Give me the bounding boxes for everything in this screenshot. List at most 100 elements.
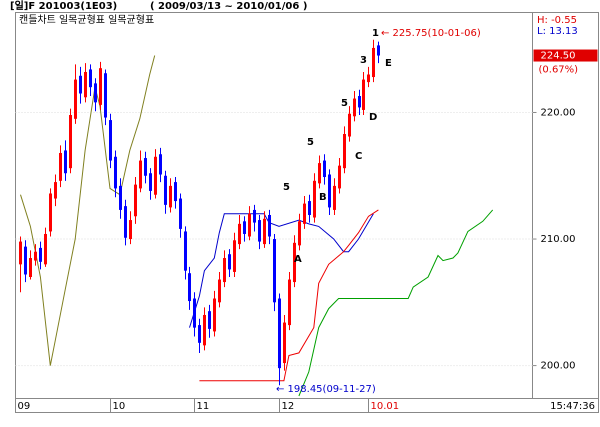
candle-body — [238, 223, 241, 245]
annotation: 1 — [372, 28, 379, 39]
candle-body — [372, 47, 375, 78]
legend-text: 캔들차트 일목균형표 일목균형표 — [19, 14, 154, 26]
candle-body — [243, 221, 246, 234]
candle-body — [333, 185, 336, 210]
current-change: (0.67%) — [539, 65, 579, 76]
candle-body — [49, 193, 52, 232]
candle-body — [213, 298, 216, 332]
time-text: 15:47:36 — [550, 401, 595, 412]
annotation: A — [294, 254, 302, 265]
candle-body — [348, 113, 351, 137]
candle-body — [248, 213, 251, 237]
candle-body — [174, 182, 177, 202]
candle-body — [323, 160, 326, 178]
annotation: 5 — [341, 98, 348, 109]
high-text: H: -0.55 — [537, 15, 577, 26]
candle-body — [179, 198, 182, 229]
candle-body — [303, 203, 306, 224]
candle-body — [343, 133, 346, 169]
annotation: C — [355, 151, 362, 162]
candle-body — [169, 185, 172, 208]
annotation: B — [319, 192, 327, 203]
candle-body — [94, 83, 97, 103]
price-axis-frame — [532, 12, 599, 399]
candle-body — [109, 120, 112, 161]
candle-body — [188, 273, 191, 302]
candle-body — [318, 163, 321, 184]
y-tick-label: 210.00 — [541, 234, 576, 245]
candle-body — [164, 175, 167, 205]
candle-body — [253, 209, 256, 223]
annotation: ← 198.45(09-11-27) — [276, 384, 376, 395]
candle-body — [149, 173, 152, 191]
candle-body — [84, 71, 87, 98]
annotation: ← 225.75(10-01-06) — [381, 28, 481, 39]
current-price-box — [533, 49, 598, 62]
candle-body — [139, 160, 142, 189]
candle-body — [193, 298, 196, 328]
annotation: E — [385, 58, 392, 69]
candle-body — [104, 73, 107, 118]
candle-body — [218, 279, 221, 303]
candle-body — [228, 254, 231, 270]
y-tick-label: 200.00 — [541, 361, 576, 372]
candle-body — [99, 68, 102, 105]
candle-body — [29, 258, 32, 278]
candle-body — [362, 79, 365, 110]
x-tick-label: 10 — [113, 401, 126, 412]
candle-body — [19, 241, 22, 265]
candle-body — [268, 214, 271, 237]
candle-body — [377, 45, 380, 56]
annotation: 3 — [360, 55, 367, 66]
candle-body — [59, 152, 62, 181]
x-tick-label: 10.01 — [371, 401, 400, 412]
candle-body — [203, 314, 206, 346]
candle-body — [293, 242, 296, 283]
candle-body — [223, 258, 226, 283]
candle-body — [367, 74, 370, 83]
current-price-label: 224.50 — [541, 51, 576, 62]
candle-body — [184, 231, 187, 271]
candle-body — [263, 218, 266, 245]
candle-body — [258, 220, 261, 242]
candle-body — [233, 240, 236, 272]
candle-body — [273, 239, 276, 303]
candle-body — [283, 322, 286, 364]
candle-body — [353, 98, 356, 117]
x-tick-label: 12 — [282, 401, 295, 412]
candle-body — [338, 165, 341, 189]
candle-body — [119, 185, 122, 210]
candle-body — [79, 75, 82, 94]
time-axis-frame — [15, 398, 599, 413]
candle-body — [208, 311, 211, 329]
candle-body — [328, 174, 331, 208]
x-tick-label: 09 — [18, 401, 31, 412]
candle-body — [24, 246, 27, 275]
y-tick-label: 220.00 — [541, 107, 576, 118]
annotation: 5 — [307, 137, 314, 148]
low-text: L: 13.13 — [537, 26, 578, 37]
candle-body — [308, 201, 311, 215]
candle-body — [144, 158, 147, 176]
candle-body — [134, 184, 137, 217]
candle-body — [298, 221, 301, 246]
candle-body — [39, 247, 42, 262]
candle-body — [89, 69, 92, 88]
indicator-line — [189, 213, 374, 328]
candle-body — [69, 115, 72, 169]
candle-body — [114, 156, 117, 189]
candle-body — [64, 150, 67, 174]
candle-body — [129, 220, 132, 240]
candle-body — [154, 156, 157, 195]
annotation: D — [369, 112, 377, 123]
candle-body — [74, 79, 77, 119]
header-title: [일]F 201003(1E03) — [10, 0, 117, 12]
candle-body — [198, 325, 201, 343]
x-tick-label: 11 — [197, 401, 210, 412]
candle-body — [358, 96, 361, 108]
indicator-line — [20, 55, 156, 366]
candle-body — [288, 279, 291, 326]
candle-body — [159, 154, 162, 175]
plot-frame — [15, 12, 533, 399]
